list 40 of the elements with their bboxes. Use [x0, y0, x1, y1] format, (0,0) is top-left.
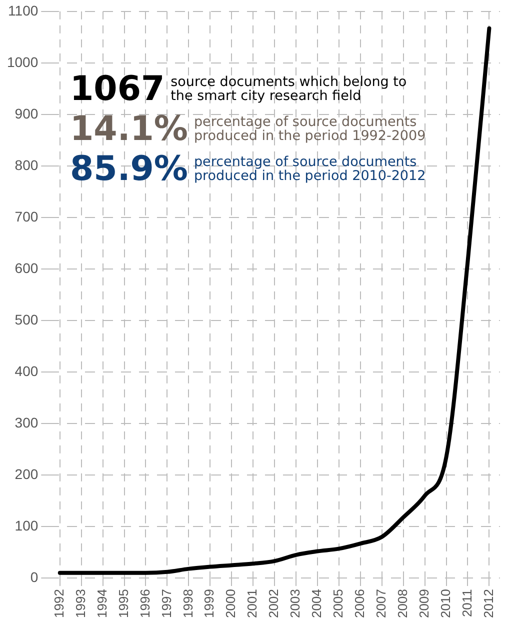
x-tick-label: 1993 — [72, 589, 88, 618]
y-tick-label: 800 — [14, 156, 38, 173]
x-tick-label: 2005 — [330, 589, 346, 618]
annotation: percentage of source documents produced in the period 1992-2009 — [194, 114, 427, 144]
x-tick-label: 1996 — [137, 589, 152, 618]
annotation: percentage of source documents produced in the period 2010-2012 — [194, 154, 427, 184]
y-tick-label: 100 — [14, 517, 38, 534]
x-tick-label: 2009 — [416, 589, 432, 618]
x-tick-label: 2003 — [288, 589, 303, 618]
x-tick-label: 2004 — [309, 589, 324, 618]
x-tick-label: 1995 — [116, 589, 131, 618]
y-tick-label: 300 — [14, 414, 38, 430]
x-tick-label: 2011 — [459, 589, 474, 618]
x-tick-label: 2000 — [223, 589, 238, 618]
y-tick-label: 1000 — [6, 54, 38, 70]
x-tick-label: 1998 — [180, 589, 196, 618]
annotation: source documents which belong to the smart city research field — [170, 74, 408, 104]
y-tick-label: 1100 — [8, 2, 38, 18]
y-tick-label: 200 — [14, 466, 38, 482]
x-tick-label: 2001 — [244, 589, 260, 618]
annotation: 14.1% — [70, 109, 188, 149]
x-tick-label: 1992 — [51, 589, 66, 618]
y-tick-label: 400 — [14, 362, 38, 379]
y-tick-label: 0 — [30, 568, 38, 585]
x-tick-label: 1994 — [94, 589, 110, 618]
x-tick-label: 2010 — [438, 589, 453, 618]
line-series — [58, 26, 492, 575]
x-tick-label: 1997 — [158, 589, 174, 618]
y-tick-label: 700 — [14, 208, 38, 224]
x-tick-label: 2008 — [394, 589, 410, 618]
annotation: 85.9% — [70, 149, 188, 189]
x-tick-label: 2012 — [480, 589, 496, 618]
y-tick-label: 500 — [14, 311, 38, 328]
x-tick-label: 2002 — [266, 589, 282, 618]
x-tick-label: 2006 — [352, 589, 367, 618]
x-tick-label: 2007 — [373, 589, 388, 618]
y-tick-label: 900 — [14, 105, 38, 122]
y-tick-label: 600 — [14, 260, 38, 276]
annotation: 1067 — [70, 69, 165, 109]
x-tick-label: 1999 — [202, 589, 217, 618]
